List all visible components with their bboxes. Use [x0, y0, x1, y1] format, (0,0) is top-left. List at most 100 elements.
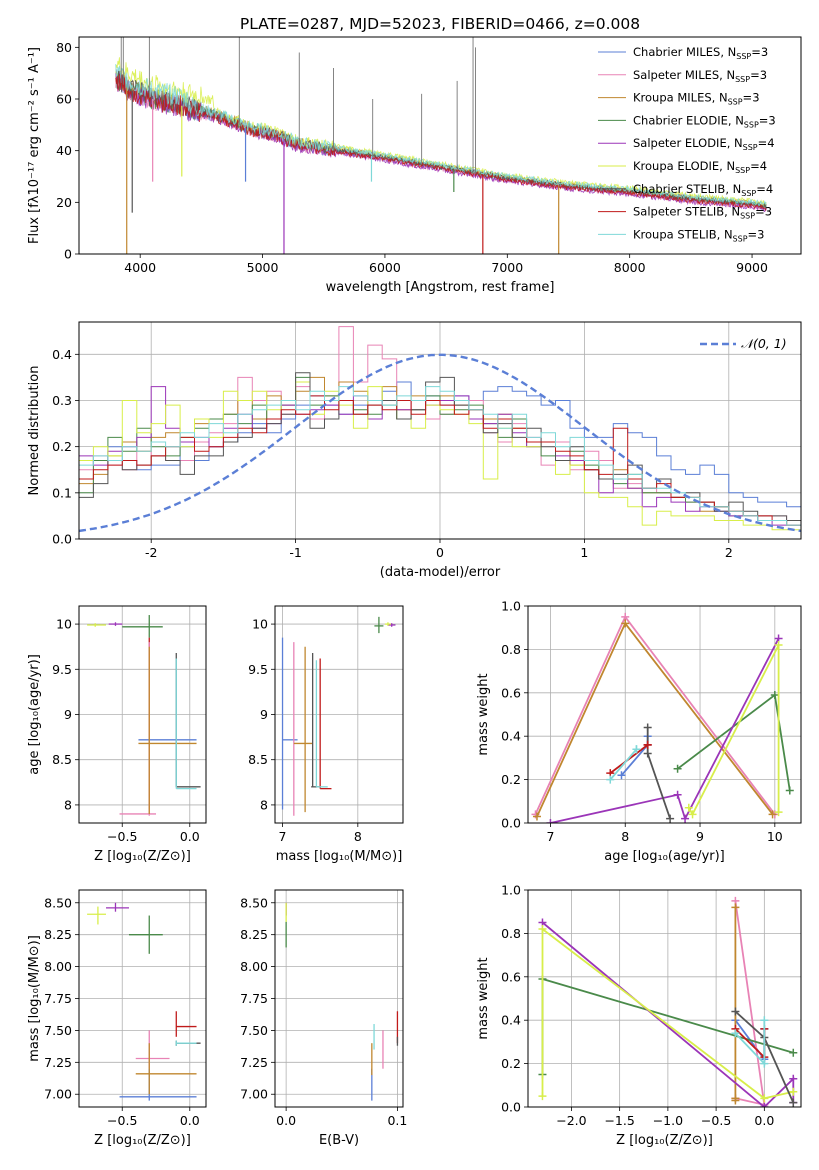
- y-tick-label: 0.8: [501, 926, 521, 941]
- legend-label: Kroupa STELIB, NSSP=3: [633, 227, 765, 243]
- age_weight-series-9: [609, 748, 638, 781]
- legend-nssp-value: 3: [757, 227, 764, 241]
- z_age-ticks: −0.5 0.0 8 8.5 9 9.5 10: [52, 617, 200, 844]
- legend-model-name: Kroupa STELIB: [633, 227, 717, 241]
- legend-nssp-subscript: SSP: [740, 212, 755, 221]
- z_weight-marker: [538, 1092, 547, 1101]
- z_mass-point: [87, 906, 107, 925]
- mass_age-frame: [274, 605, 404, 824]
- y-tick-label: 7.25: [44, 1055, 72, 1070]
- legend-label: Kroupa ELODIE, NSSP=4: [633, 159, 767, 175]
- legend-nssp-symbol: N: [719, 91, 728, 105]
- y-tick-label: 0.6: [501, 685, 521, 700]
- legend-nssp-subscript: SSP: [741, 189, 756, 198]
- legend-label: Salpeter MILES, NSSP=3: [633, 68, 767, 84]
- y-tick-label: 8.25: [240, 927, 268, 942]
- z_age-plot-area: [87, 615, 201, 816]
- y-tick-label: 40: [56, 143, 72, 158]
- ebv_mass-grid: [275, 890, 403, 1107]
- z_age-x-axis-label: Z [log₁₀(Z/Z⊙)]: [94, 849, 191, 864]
- z_mass-plot-area: [87, 902, 201, 1101]
- y-tick-label: 9.5: [52, 662, 72, 677]
- age_weight-marker: [617, 771, 626, 780]
- age_weight-marker: [643, 740, 652, 749]
- x-tick-label: 5000: [247, 260, 279, 275]
- y-tick-label: 7.00: [44, 1087, 72, 1102]
- y-tick-label: 60: [56, 92, 72, 107]
- z_age-point: [138, 646, 197, 814]
- x-tick-label: 7: [546, 829, 554, 844]
- legend-separator: ,: [727, 136, 734, 150]
- age_weight-marker: [768, 810, 777, 819]
- legend-item: Salpeter MILES, NSSP=3: [598, 68, 767, 84]
- age_weight-ticks: 7 8 9 10 0.0 0.2 0.4 0.6 0.8 1.0: [501, 599, 783, 845]
- z_weight-marker: [760, 1016, 769, 1025]
- z_weight-marker: [731, 1029, 740, 1038]
- legend-label: Salpeter ELODIE, NSSP=4: [633, 136, 775, 152]
- y-tick-label: 0: [64, 247, 72, 262]
- mass_age-plot-area: [281, 616, 396, 816]
- legend-nssp-subscript: SSP: [736, 52, 751, 61]
- legend-separator: ,: [712, 91, 719, 105]
- z_mass-point: [135, 1043, 197, 1095]
- residuals-ticks: -2 -1 0 1 2 0.0 0.1 0.2 0.3 0.4: [52, 347, 733, 560]
- z_age-y-axis-label: age [log₁₀(age/yr)]: [27, 654, 42, 775]
- mass_age-point: [374, 616, 384, 634]
- legend-nssp-symbol: N: [733, 182, 742, 196]
- z_weight-ticks: −2.0 −1.5 −1.0 −0.5 0.0 0.0 0.2 0.4 0.6 0.8 1.0: [501, 883, 774, 1129]
- legend-separator: ,: [725, 182, 732, 196]
- legend-item: Kroupa ELODIE, NSSP=4: [598, 159, 767, 175]
- legend-nssp-value: 4: [760, 159, 767, 173]
- histogram-series-9: [79, 386, 801, 526]
- legend-item: Kroupa MILES, NSSP=3: [598, 91, 760, 107]
- age_weight-marker: [606, 775, 615, 784]
- y-tick-label: 0.1: [52, 485, 72, 500]
- age_weight-marker: [774, 808, 783, 817]
- y-tick-label: 9: [64, 707, 72, 722]
- z_weight-marker: [731, 1007, 740, 1016]
- mass_age-point: [315, 660, 328, 788]
- legend-nssp-subscript: SSP: [743, 143, 758, 152]
- legend-nssp-symbol: N: [726, 68, 735, 82]
- x-tick-label: 1: [580, 545, 588, 560]
- z_age-point: [175, 658, 197, 790]
- mass_age-x-axis-label: mass [log₁₀(M/M⊙)]: [276, 849, 403, 864]
- legend-nssp-equals: =: [748, 227, 758, 241]
- legend-nssp-equals: =: [759, 113, 769, 127]
- x-tick-label: 8000: [614, 260, 646, 275]
- z_weight-series-6: [541, 927, 794, 1100]
- ebv_mass-x-axis-label: E(B-V): [319, 1133, 359, 1148]
- ebv-mass-panel: 0.0 0.1 7.00 7.25 7.50 7.75 8.00 8.25 8.50 E(B-V): [240, 889, 407, 1148]
- x-tick-label: 0.0: [180, 829, 200, 844]
- z_age-frame: [78, 605, 207, 824]
- z_mass-point: [175, 1040, 197, 1046]
- legend-nssp-value: 4: [767, 136, 774, 150]
- legend-separator: ,: [717, 227, 724, 241]
- x-tick-label: 0: [436, 545, 444, 560]
- legend-item: Chabrier STELIB, NSSP=4: [598, 182, 773, 198]
- residuals-frame: [78, 321, 802, 540]
- y-tick-label: 9.5: [248, 662, 268, 677]
- z_weight-marker: [789, 1048, 798, 1057]
- legend-nssp-value: 3: [760, 68, 767, 82]
- x-tick-label: 9000: [736, 260, 768, 275]
- legend-model-name: Chabrier STELIB: [633, 182, 725, 196]
- z_mass-point: [128, 915, 163, 954]
- mass_age-point: [384, 622, 391, 626]
- x-tick-label: −0.5: [107, 1113, 137, 1128]
- z_mass-ticks: −0.5 0.0 7.00 7.25 7.50 7.75 8.00 8.25 8.50: [44, 895, 200, 1128]
- y-tick-label: 1.0: [501, 883, 521, 898]
- legend-item: Salpeter STELIB, NSSP=3: [598, 205, 772, 221]
- x-tick-label: 10: [767, 829, 783, 844]
- y-tick-label: 0.4: [501, 1013, 521, 1028]
- z_age-point: [87, 623, 107, 627]
- x-tick-label: −2.0: [556, 1113, 586, 1128]
- y-tick-label: 0.6: [501, 969, 521, 984]
- residuals-plot-area: [79, 326, 801, 533]
- legend-nssp-symbol: N: [731, 205, 740, 219]
- age_weight-marker: [673, 790, 682, 799]
- y-tick-label: 8: [64, 797, 72, 812]
- legend-nssp-equals: =: [756, 182, 766, 196]
- legend-nssp-equals: =: [751, 45, 761, 59]
